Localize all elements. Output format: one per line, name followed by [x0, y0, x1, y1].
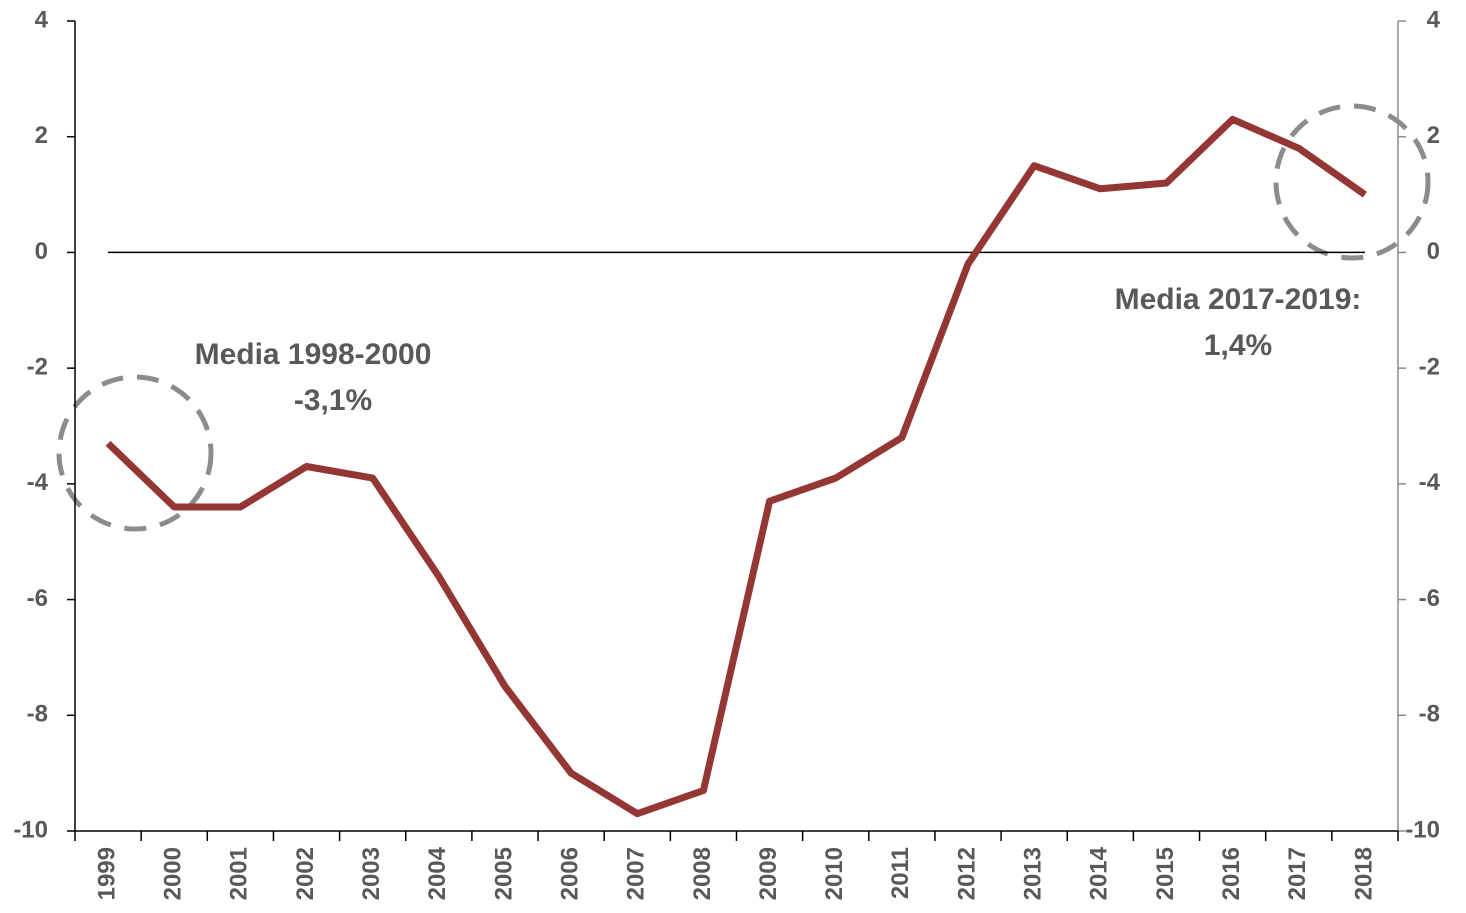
x-tick-label: 2000 [160, 847, 187, 900]
y-tick-label: -8 [27, 701, 48, 728]
x-tick-label: 2004 [424, 846, 451, 900]
y2-tick-label: -2 [1419, 353, 1440, 380]
annotation: -3,1% [294, 384, 372, 417]
y-tick-label: -6 [27, 585, 48, 612]
y2-tick-label: 0 [1427, 238, 1440, 265]
x-tick-label: 2005 [490, 847, 517, 900]
x-tick-label: 2018 [1350, 847, 1377, 900]
y-tick-label: -4 [27, 469, 49, 496]
x-tick-label: 2007 [623, 847, 650, 900]
x-tick-label: 2002 [292, 847, 319, 900]
line-series [105, 115, 1367, 818]
y2-tick-label: -4 [1419, 469, 1441, 496]
y2-tick-label: -10 [1405, 816, 1440, 843]
x-tick-label: 2009 [755, 847, 782, 900]
x-tick-label: 2001 [226, 847, 253, 900]
y-tick-label: -10 [13, 816, 48, 843]
y-tick-label: 4 [35, 6, 49, 33]
y-tick-label: 2 [35, 122, 48, 149]
x-tick-label: 1999 [93, 847, 120, 900]
x-tick-label: 2006 [556, 847, 583, 900]
x-tick-label: 2011 [887, 847, 914, 899]
x-tick-label: 2003 [358, 847, 385, 900]
highlight-circle [1273, 103, 1431, 261]
annotation: Media 2017-2019: [1115, 283, 1362, 316]
y2-tick-label: 2 [1427, 122, 1440, 149]
highlight-circle [56, 374, 214, 532]
y2-tick-label: -6 [1419, 585, 1440, 612]
y2-tick-label: -8 [1419, 701, 1440, 728]
x-tick-label: 2008 [689, 847, 716, 900]
annotation: 1,4% [1204, 329, 1272, 362]
y-tick-label: 0 [35, 238, 48, 265]
x-tick-label: 2012 [953, 847, 980, 900]
y2-tick-label: 4 [1427, 6, 1441, 33]
x-tick-label: 2016 [1218, 847, 1245, 900]
y-tick-label: -2 [27, 353, 48, 380]
annotation: Media 1998-2000 [195, 338, 432, 371]
x-tick-label: 2017 [1284, 847, 1311, 900]
x-tick-label: 2015 [1152, 847, 1179, 900]
x-tick-label: 2010 [821, 847, 848, 900]
x-tick-label: 2013 [1020, 847, 1047, 900]
x-tick-label: 2014 [1086, 846, 1113, 900]
